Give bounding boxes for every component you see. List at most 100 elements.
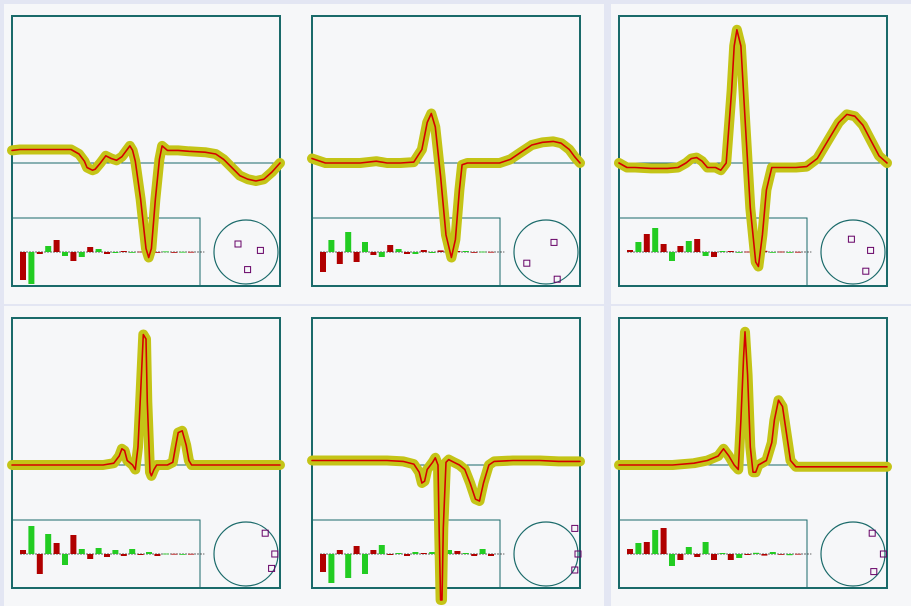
coefficient-bar [62,554,68,565]
coefficient-bar [378,545,385,554]
marker-point [867,246,875,254]
coefficient-bar [362,554,368,574]
panel-bottom-right [611,306,911,606]
circle-inset [213,219,279,285]
marker-point [574,550,582,558]
coefficient-bar [320,252,326,272]
coefficient-bar [471,252,478,253]
coefficient-bar [353,546,360,554]
coefficient-bar [395,249,402,252]
coefficient-bar [795,553,801,555]
coefficient-bar [660,528,667,554]
coefficient-bar [154,554,161,556]
coefficient-bar [378,252,385,257]
coefficient-bar [727,554,734,560]
coefficient-bar [627,250,633,252]
coefficient-bar [87,247,94,252]
marker-point [550,238,558,246]
coefficient-bar [677,554,684,560]
marker-point [553,275,561,283]
coefficient-bar [711,554,717,560]
coefficient-bar [786,554,793,556]
coefficient-bar [78,549,85,554]
chart-top-right [614,15,892,287]
coefficient-bar [769,552,776,554]
coefficient-bar [28,526,35,554]
coefficient-bar [429,552,436,554]
coefficient-bar [479,251,486,253]
trace-line [311,112,581,259]
trace-line [618,331,888,473]
marker-point [261,529,269,537]
coefficient-bar [188,251,194,253]
coefficient-bar [420,553,427,554]
coefficient-bar [446,550,452,554]
panel-top-right [611,4,911,304]
coefficient-bar [643,542,650,554]
coefficient-bar [162,251,169,253]
chart-bottom-left [7,317,285,589]
marker-point [256,246,264,254]
coefficient-bar [129,549,136,554]
coefficient-bar [643,234,650,252]
trace-line [618,29,888,268]
coefficient-bar [669,554,675,566]
panel-top-left [4,4,304,304]
coefficient-bar [320,554,326,572]
coefficient-bar [20,252,26,280]
coefficient-bar [711,252,717,257]
coefficient-bar [28,252,35,284]
panel-top-center [304,4,604,304]
coefficient-bar [120,554,127,556]
coefficient-bar [778,251,785,253]
coefficient-bar [677,246,684,252]
coefficient-bar [53,543,60,554]
coefficient-bar [660,244,667,252]
trace-halo [614,326,892,478]
marker-point [862,267,870,275]
coefficient-bar [95,249,102,252]
coefficient-bar [736,252,743,253]
coefficient-bar [353,252,360,262]
coefficient-bar [635,543,642,554]
coefficient-bar [778,554,785,555]
coefficient-bar [362,242,368,252]
circle-inset [820,219,886,285]
coefficient-bar [171,553,178,555]
trace-line [11,333,281,477]
marker-point [523,259,531,267]
coefficient-bar [694,554,701,557]
coefficient-bar [36,554,43,574]
trace-line [11,145,281,259]
coefficient-bar [412,252,419,254]
chart-top-left [7,15,285,287]
coefficient-bar [462,251,469,252]
panel-bottom-left [4,306,304,606]
coefficient-bar [345,554,352,578]
coefficient-bar [188,553,194,555]
coefficient-bar [87,554,94,559]
coefficient-bar [454,551,461,554]
coefficient-bar [120,251,127,252]
coefficient-bar [137,251,144,253]
marker-point [234,240,242,248]
coefficient-bar [429,252,436,253]
coefficient-bar [395,553,402,554]
coefficient-bar [462,553,469,554]
chart-top-center [307,15,585,287]
coefficient-bar [437,250,444,252]
coefficient-bar [45,534,52,554]
coefficient-bar [45,246,52,252]
coefficient-bar [702,542,709,554]
coefficient-bar [488,251,494,253]
coefficient-bar [53,240,60,252]
coefficient-bar [129,252,136,253]
coefficient-bar [179,251,186,253]
coefficient-bar [404,252,410,254]
coefficient-bar [471,554,478,556]
marker-point [571,566,579,574]
coefficient-bar [179,554,186,555]
coefficient-bar [769,252,776,253]
coefficient-bar [146,552,152,554]
coefficient-bar [753,552,759,554]
